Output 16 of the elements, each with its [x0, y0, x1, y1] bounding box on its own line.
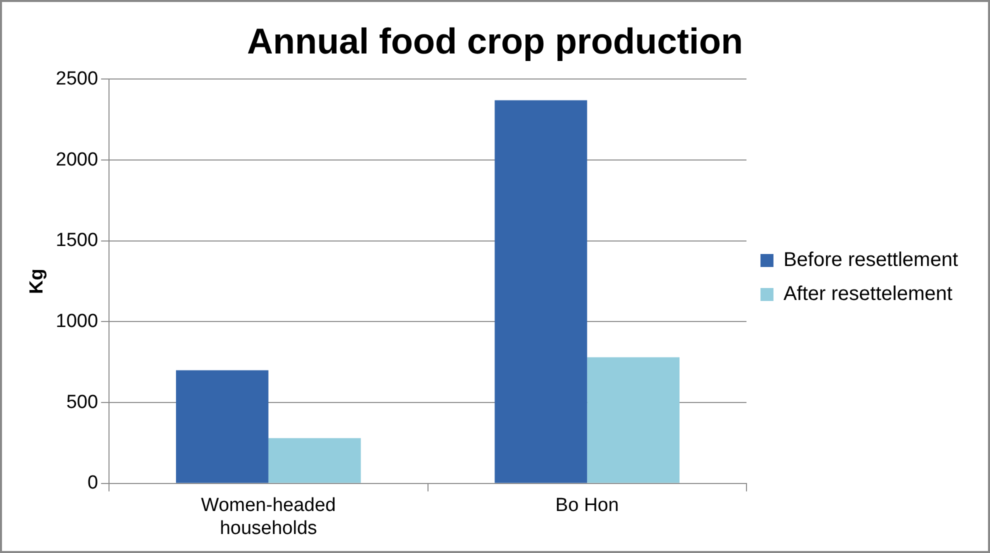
x-tick-label: Bo Hon: [555, 495, 619, 516]
chart-title: Annual food crop production: [247, 20, 743, 62]
y-tick-label: 1000: [56, 310, 98, 332]
bar: [587, 357, 680, 483]
y-tick-label: 2000: [56, 149, 98, 170]
y-tick-label: 0: [87, 472, 98, 494]
x-tick-label: Women-headed households: [200, 495, 336, 539]
y-tick-label: 1500: [56, 230, 98, 252]
legend-label: Before resettlement: [783, 249, 958, 272]
y-tick-label: 500: [66, 392, 98, 413]
bar: [176, 370, 268, 483]
y-axis-title: Kg: [26, 268, 48, 294]
bar: [494, 100, 588, 483]
y-tick-label: 2500: [56, 68, 98, 90]
bar: [268, 438, 361, 483]
legend-label: After resettelement: [783, 283, 953, 306]
